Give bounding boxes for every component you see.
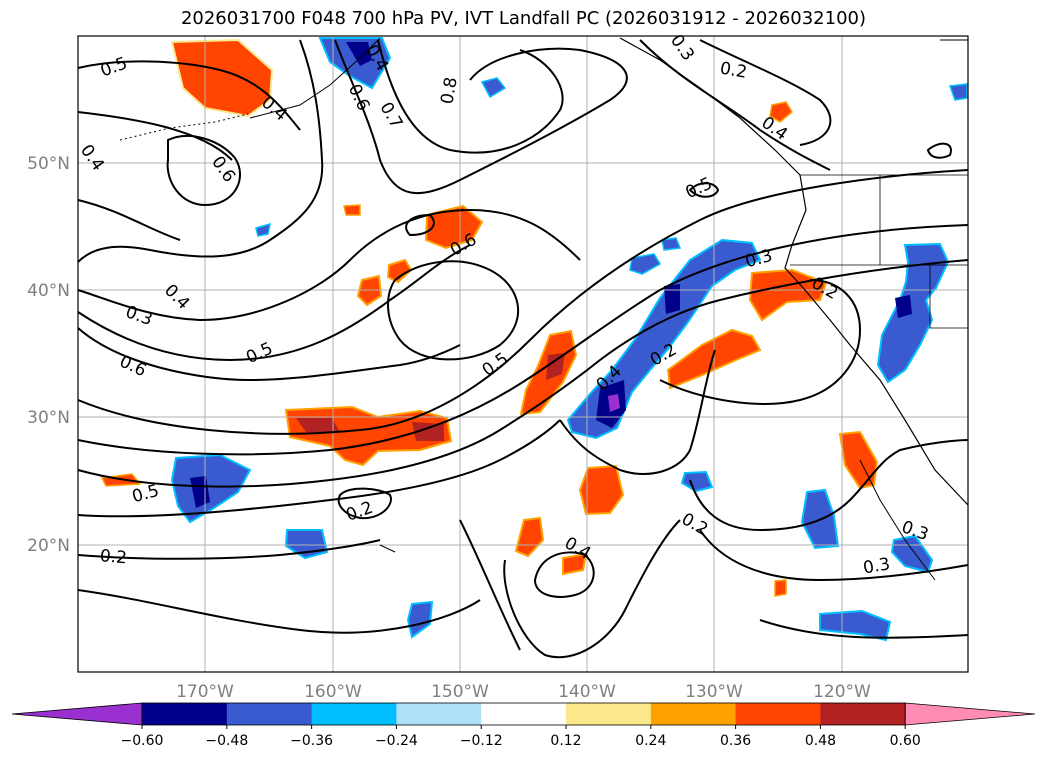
region-positive xyxy=(562,552,588,576)
lon-label: 170°W xyxy=(176,682,234,702)
colorbar: −0.60 −0.48 −0.36 −0.24 −0.12 0.12 0.24 0.36 0.4… xyxy=(11,702,1036,749)
latitude-labels: 50°N 40°N 30°N 20°N xyxy=(27,154,70,556)
pv-contours xyxy=(77,39,969,659)
colorbar-tick-label: 0.12 xyxy=(550,733,581,749)
colorbar-segment xyxy=(650,703,737,725)
lon-label: 130°W xyxy=(685,682,743,702)
region-negative xyxy=(480,77,507,99)
contour-label: 0.4 xyxy=(76,141,108,175)
colorbar-segment xyxy=(820,703,906,725)
region-positive xyxy=(170,38,274,118)
colorbar-tick-label: 0.36 xyxy=(720,733,751,749)
contour-label: 0.5 xyxy=(243,339,276,369)
colorbar-segment xyxy=(396,703,482,725)
lon-label: 120°W xyxy=(813,682,871,702)
colorbar-segment xyxy=(226,703,313,725)
coastlines xyxy=(119,37,969,581)
region-positive xyxy=(774,579,787,597)
region-negative xyxy=(255,222,271,237)
colorbar-tick-label: 0.48 xyxy=(805,733,836,749)
colorbar-tick-label: −0.60 xyxy=(121,733,164,749)
region-positive xyxy=(386,258,413,284)
lat-label: 40°N xyxy=(27,281,70,301)
contour-label: 0.2 xyxy=(718,58,748,82)
contour-label: 0.4 xyxy=(160,281,193,314)
colorbar-extend-high xyxy=(904,702,1036,726)
region-negative xyxy=(664,284,680,314)
lon-label: 140°W xyxy=(558,682,616,702)
region-positive xyxy=(424,204,484,250)
region-positive xyxy=(838,430,879,490)
colorbar-tick-label: −0.48 xyxy=(205,733,248,749)
region-negative xyxy=(680,470,714,493)
region-negative xyxy=(608,394,620,412)
map-frame xyxy=(77,35,969,673)
region-positive xyxy=(546,353,565,380)
contour-label: 0.3 xyxy=(123,302,155,330)
region-positive xyxy=(343,204,361,216)
contour-label: 0.3 xyxy=(862,554,892,578)
region-positive xyxy=(514,516,545,558)
colorbar-segment xyxy=(566,703,652,725)
lat-label: 50°N xyxy=(27,154,70,174)
contour-label: 0.2 xyxy=(99,546,128,568)
gridlines xyxy=(78,36,968,672)
region-negative xyxy=(629,253,662,275)
contour-label: 0.2 xyxy=(678,509,711,540)
lat-label: 20°N xyxy=(27,536,70,556)
contour-label: 0.7 xyxy=(375,99,406,132)
region-negative xyxy=(819,609,892,642)
colorbar-tick-label: −0.36 xyxy=(290,733,333,749)
contour-label: 0.5 xyxy=(98,53,130,81)
contour-label: 0.5 xyxy=(683,174,716,204)
region-positive xyxy=(296,418,340,432)
chart-title: 2026031700 F048 700 hPa PV, IVT Landfall… xyxy=(180,8,867,29)
shaded-regions xyxy=(100,37,968,642)
colorbar-tick-label: 0.60 xyxy=(890,733,921,749)
colorbar-segment xyxy=(142,703,228,725)
colorbar-extend-low xyxy=(11,702,143,726)
colorbar-segment xyxy=(481,703,567,725)
region-negative xyxy=(895,295,912,318)
colorbar-outline xyxy=(141,702,906,726)
colorbar-tick-label: −0.12 xyxy=(460,733,503,749)
contour-label: 0.8 xyxy=(437,76,461,106)
region-negative xyxy=(890,534,934,574)
region-negative xyxy=(406,600,434,639)
region-positive xyxy=(412,422,444,441)
contour-label: 0.6 xyxy=(116,352,149,382)
region-negative xyxy=(661,237,682,251)
region-positive xyxy=(748,268,828,322)
region-positive xyxy=(578,464,625,516)
colorbar-tick-label: −0.24 xyxy=(375,733,418,749)
lat-label: 30°N xyxy=(27,408,70,428)
colorbar-segment xyxy=(735,703,821,725)
region-negative xyxy=(948,83,968,101)
contour-label: 0.2 xyxy=(344,498,376,526)
colorbar-segment xyxy=(311,703,397,725)
region-negative xyxy=(876,242,950,384)
lon-label: 150°W xyxy=(431,682,489,702)
lon-label: 160°W xyxy=(304,682,362,702)
region-negative xyxy=(346,42,372,66)
colorbar-tick-label: 0.24 xyxy=(635,733,666,749)
region-positive xyxy=(769,101,793,123)
longitude-labels: 170°W 160°W 150°W 140°W 130°W 120°W xyxy=(176,682,871,702)
region-negative xyxy=(170,453,252,524)
